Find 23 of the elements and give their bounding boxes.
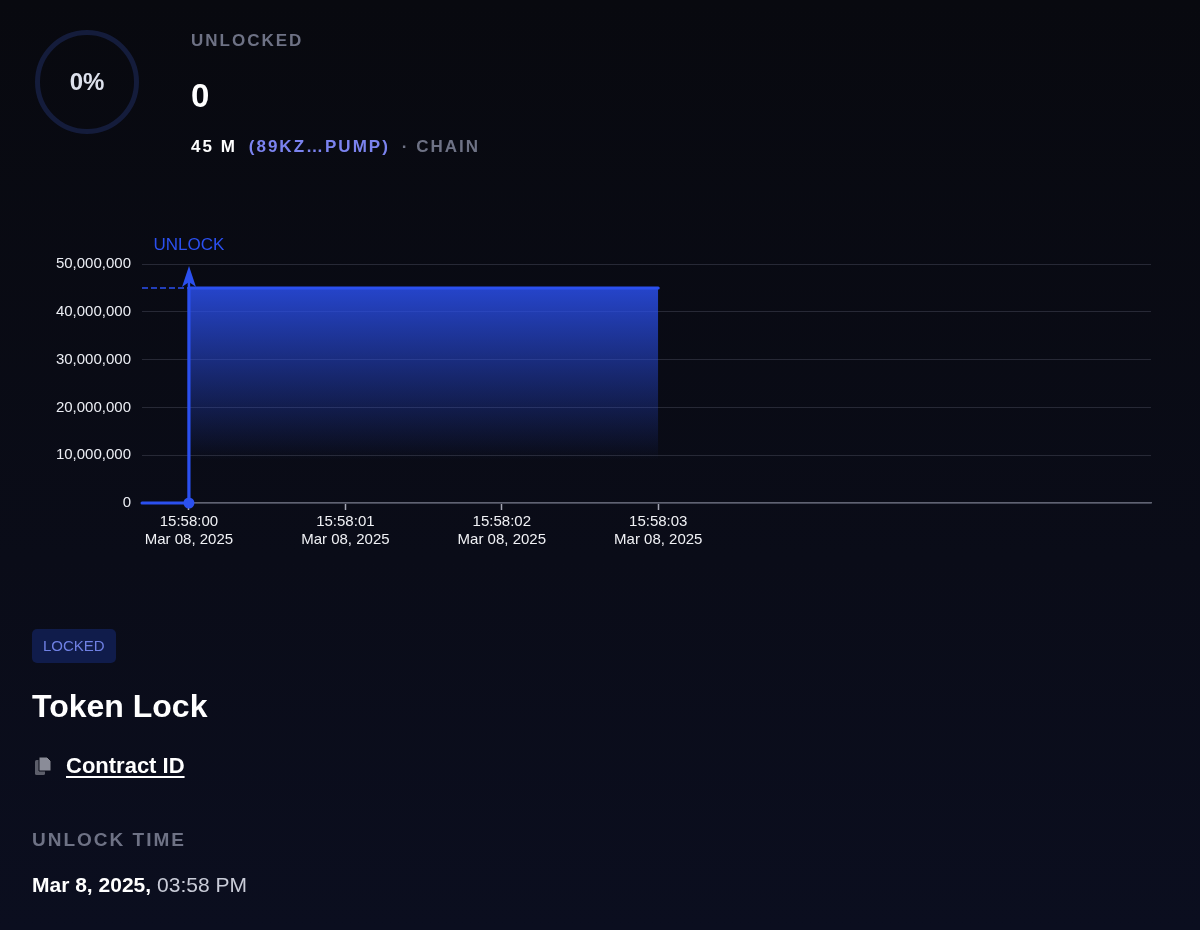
x-tick-label: 15:58:00 Mar 08, 2025	[144, 512, 234, 548]
text: 0%	[69, 68, 105, 96]
text: · CHAIN	[401, 136, 481, 158]
y-tick-label: 20,000,000	[55, 397, 131, 415]
y-tick-label: 40,000,000	[55, 301, 131, 319]
text: Mar 8, 2025,	[32, 873, 152, 896]
y-tick-label: 0	[122, 493, 131, 511]
ref-line-label: UNLOCK	[153, 234, 226, 254]
text: UNLOCK TIME	[32, 828, 186, 852]
y-tick-label: 10,000,000	[55, 445, 131, 463]
text: Contract ID	[66, 752, 185, 780]
x-tick-label: 15:58:02 Mar 08, 2025	[457, 512, 546, 548]
y-tick-label: 50,000,000	[55, 254, 131, 272]
text: Token Lock	[32, 687, 208, 726]
text: 45 M	[191, 136, 237, 158]
x-tick-label: 15:58:01 Mar 08, 2025	[301, 512, 390, 548]
y-tick-label: 30,000,000	[55, 349, 131, 367]
x-tick-label: 15:58:03 Mar 08, 2025	[614, 512, 703, 548]
text: 0	[191, 76, 210, 116]
text: UNLOCKED	[191, 30, 304, 52]
text: (89KZ…PUMP)	[248, 136, 390, 158]
text: 03:58 PM	[157, 873, 247, 896]
text: LOCKED	[32, 629, 116, 663]
